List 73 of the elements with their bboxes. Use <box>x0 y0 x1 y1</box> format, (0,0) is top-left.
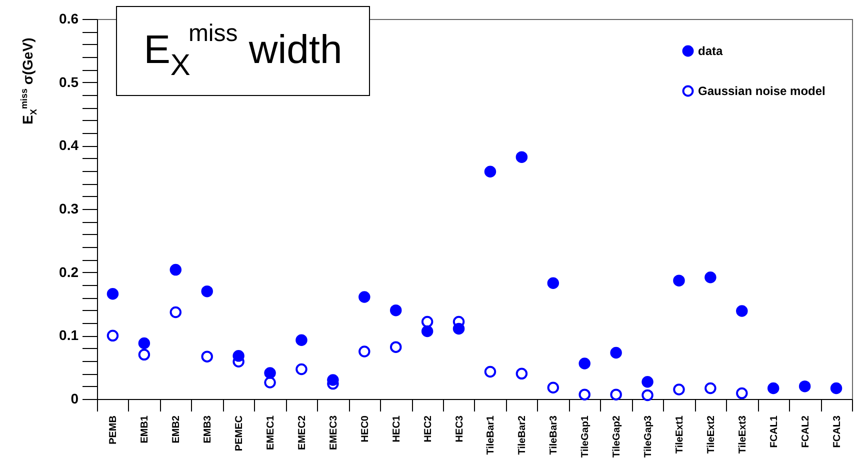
point <box>421 325 434 338</box>
point <box>201 285 213 298</box>
point <box>547 382 560 394</box>
y-tick-label: 0.2 <box>59 264 79 280</box>
point <box>170 264 182 276</box>
x-tick-label: EMB2 <box>171 415 182 444</box>
x-tick-label: FCAL1 <box>768 415 780 448</box>
point <box>578 358 590 370</box>
point <box>358 291 370 303</box>
x-tick-label: TileExt1 <box>674 415 686 454</box>
point <box>516 151 528 163</box>
point <box>547 277 560 289</box>
chart-title: E$_{X}$$^{miss}$ width <box>144 20 342 82</box>
x-tick-label: PEMB <box>108 416 120 444</box>
x-tick-label: HEC2 <box>422 415 434 442</box>
x-tick-label: EMB1 <box>140 415 151 444</box>
point <box>578 388 590 400</box>
point <box>264 367 276 379</box>
x-tick-label: EMEC1 <box>266 415 277 450</box>
x-tick-label: EMEC3 <box>328 415 340 450</box>
point <box>358 346 370 358</box>
point <box>642 389 654 402</box>
point <box>390 341 402 353</box>
point <box>673 384 685 396</box>
x-tick-label: TileBar2 <box>517 415 528 455</box>
point <box>421 316 434 328</box>
x-tick-label: EMEC2 <box>296 415 308 450</box>
y-tick-label: 0.1 <box>59 327 79 344</box>
point <box>610 388 622 400</box>
point <box>390 304 402 316</box>
point <box>296 363 308 376</box>
point <box>170 306 182 318</box>
y-tick-label: 0.5 <box>59 74 79 90</box>
x-tick-label: EMB3 <box>202 415 214 444</box>
x-tick-label: TileBar1 <box>486 415 497 455</box>
x-tick-label: TileExt2 <box>706 415 717 454</box>
x-tick-label: TileGap1 <box>580 415 592 458</box>
point <box>736 305 748 317</box>
point <box>264 376 276 388</box>
point <box>704 382 716 394</box>
x-tick-label: TileBar3 <box>548 415 560 455</box>
point <box>106 288 119 300</box>
point <box>736 387 748 400</box>
point <box>767 382 780 394</box>
point <box>138 337 150 350</box>
point <box>798 380 811 392</box>
legend-label: Gaussian noise model <box>698 84 826 98</box>
point <box>642 376 654 388</box>
x-tick-label: TileGap2 <box>612 415 623 458</box>
point <box>138 348 150 361</box>
point <box>610 346 622 359</box>
point <box>106 330 119 342</box>
point <box>830 382 842 394</box>
point <box>201 350 213 362</box>
x-tick-label: TileGap3 <box>643 415 654 458</box>
x-tick-label: TileExt3 <box>737 415 748 454</box>
y-tick-label: 0 <box>70 390 79 406</box>
x-tick-label: PEMEC <box>234 416 246 452</box>
x-tick-label: HEC3 <box>454 415 466 442</box>
x-tick-label: HEC1 <box>391 415 402 442</box>
legend-label: data <box>698 44 723 58</box>
point <box>516 368 528 380</box>
point <box>296 334 308 346</box>
point <box>704 272 716 284</box>
x-tick-label: FCAL3 <box>832 415 843 448</box>
x-tick-label: HEC0 <box>360 415 371 442</box>
point <box>484 166 496 178</box>
point <box>673 274 685 286</box>
y-tick-label: 0.3 <box>59 200 79 216</box>
point <box>484 366 496 378</box>
y-tick-label: 0.4 <box>59 137 79 154</box>
y-tick-label: 0.6 <box>59 10 79 26</box>
x-tick-label: FCAL2 <box>800 415 812 448</box>
